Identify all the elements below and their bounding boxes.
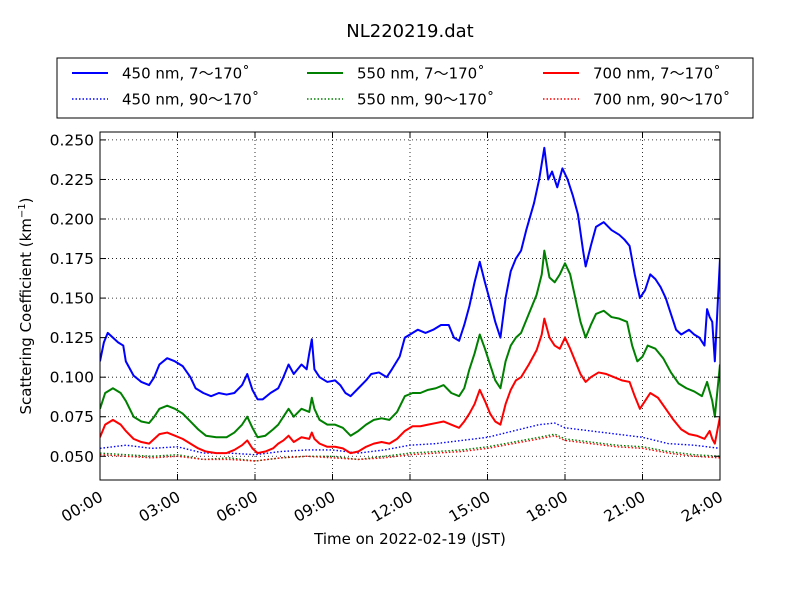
legend-label: 550 nm, 90～170˚ [357, 91, 494, 109]
y-tick-label: 0.250 [50, 131, 94, 149]
chart-title: NL220219.dat [346, 21, 473, 42]
y-tick-label: 0.150 [50, 290, 94, 308]
series-line [100, 146, 720, 401]
y-tick-label: 0.225 [50, 171, 94, 189]
axis-ticks: 00:00 03:00 06:00 09:00 12:00 15:00 18:00 21:00… [50, 131, 726, 525]
x-tick-label: 12:00 [368, 488, 416, 526]
series-line [100, 422, 720, 456]
x-tick-label: 21:00 [601, 488, 649, 526]
y-tick-label: 0.075 [50, 408, 94, 426]
series-layer [100, 146, 720, 462]
x-tick-label: 09:00 [291, 488, 339, 526]
y-tick-label: 0.100 [50, 369, 94, 387]
y-tick-label: 0.200 [50, 211, 94, 229]
y-tick-label: 0.050 [50, 448, 94, 466]
x-tick-label: 03:00 [136, 488, 184, 526]
legend-label: 700 nm, 7～170˚ [593, 65, 721, 83]
y-axis-label: Scattering Coefficient (km−1) [17, 197, 35, 414]
x-tick-label: 18:00 [523, 488, 571, 526]
legend-label: 450 nm, 90～170˚ [122, 91, 259, 109]
legend-label: 450 nm, 7～170˚ [122, 65, 250, 83]
legend-label: 700 nm, 90～170˚ [593, 91, 730, 109]
x-tick-label: 15:00 [446, 488, 494, 526]
series-line [100, 317, 720, 455]
y-axis-label-main: Scattering Coefficient (km [17, 218, 35, 414]
x-tick-label: 06:00 [213, 488, 261, 526]
x-tick-label: 24:00 [678, 488, 726, 526]
legend: 450 nm, 7～170˚ 450 nm, 90～170˚ 550 nm, 7～1… [56, 57, 754, 119]
y-axis-label-superscript: −1 [17, 203, 28, 218]
legend-label: 550 nm, 7～170˚ [357, 65, 485, 83]
x-axis-label: Time on 2022-02-19 (JST) [313, 530, 506, 548]
series-line [100, 249, 720, 439]
y-tick-label: 0.175 [50, 250, 94, 268]
y-tick-label: 0.125 [50, 329, 94, 347]
x-tick-label: 00:00 [58, 488, 106, 526]
y-axis-label-close: ) [17, 197, 35, 203]
legend-box [56, 57, 754, 119]
